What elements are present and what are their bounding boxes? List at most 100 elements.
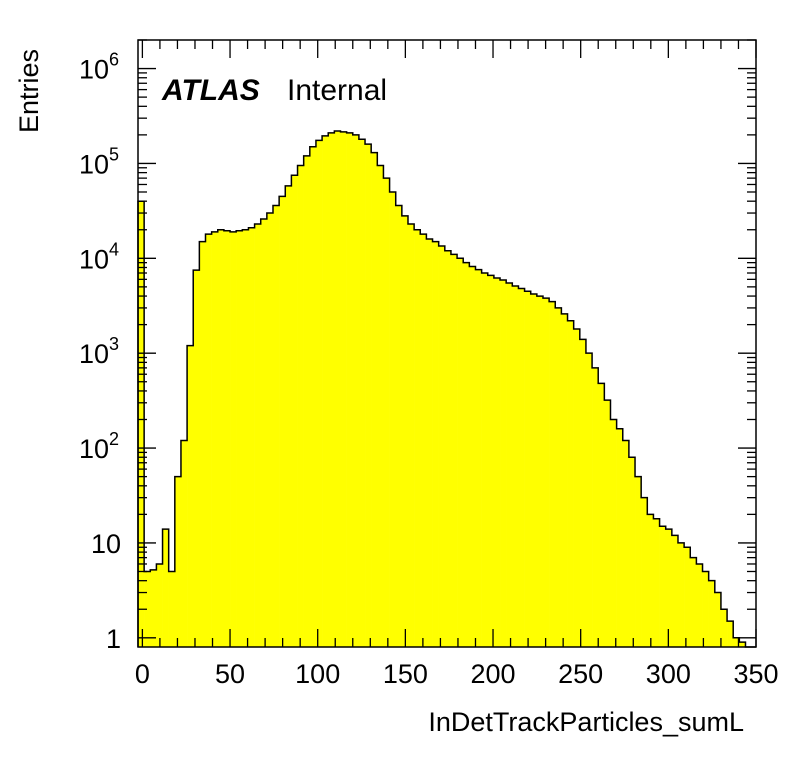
histogram-bin [266,213,274,647]
histogram-bin [450,254,458,648]
x-tick-label: 50 [215,659,245,689]
histogram-bin [598,383,605,647]
histogram-bin [371,152,378,647]
x-tick-label: 350 [733,659,778,689]
histogram-bin [377,165,384,648]
histogram-bin [193,270,200,647]
histogram-bin [647,514,654,647]
histogram-bin [727,621,734,647]
histogram-bin [401,215,409,648]
histogram-bin [653,518,660,647]
histogram-bin [536,296,544,647]
histogram-bin [340,131,347,648]
histogram-bin [138,201,145,647]
histogram-bin [309,146,317,647]
histogram-bin [506,282,513,647]
histogram-bin [671,535,679,647]
histogram-bin [579,339,587,647]
histogram-bin [708,580,716,647]
histogram-bin [383,178,390,648]
histogram-bin [438,245,446,648]
histogram-bin [641,497,648,647]
histogram-bin [358,139,366,647]
histogram-bin [628,457,636,647]
histogram-bin [168,571,176,647]
histogram-bin [549,301,556,647]
y-tick-label: 103 [79,334,119,369]
histogram-bin [463,262,470,647]
x-tick-label: 200 [470,659,515,689]
histogram-bin [174,476,182,647]
histogram-bin [291,175,298,647]
histogram-bin [315,140,323,648]
histogram-bin [714,592,722,647]
atlas-label: ATLAS [161,74,260,107]
x-axis-tick-labels: 0 50 100 150 200 250 300 350 [135,659,779,689]
x-tick-label: 0 [135,659,150,689]
histogram-bin [150,569,157,647]
histogram-bin [530,294,538,647]
histogram-bin [542,298,550,647]
y-tick-label: 106 [79,50,119,85]
y-tick-label: 1 [106,624,121,654]
histogram-bin [346,132,354,648]
histogram-bars [138,130,746,648]
histogram-bin [328,132,335,648]
histogram-bin [236,230,243,647]
y-tick-label: 104 [79,239,119,274]
histogram-bin [610,419,617,647]
histogram-bin [733,637,740,647]
histogram-bin [512,286,519,647]
histogram-bin [199,241,206,647]
histogram-bin [334,130,341,647]
histogram-bin [720,609,728,647]
histogram-bin [279,196,286,647]
histogram-bin [604,400,611,647]
histogram-bin [297,165,304,648]
histogram-bin [702,571,709,647]
x-axis-title: InDetTrackParticles_sumL [428,707,744,737]
histogram-bin [677,542,685,647]
histogram-bin [285,185,292,647]
plot-frame [137,39,757,648]
y-axis-title: Entries [14,49,44,133]
histogram-bin [635,476,642,647]
histogram-outline [137,130,756,648]
histogram-bin [395,205,403,647]
histogram-bin [352,134,360,648]
x-tick-label: 250 [558,659,603,689]
histogram-bin [254,223,262,647]
histogram-bin [420,234,427,647]
histogram-bin [322,135,329,647]
histogram-bin [659,526,667,647]
histogram-bin [481,273,489,647]
y-tick-label: 105 [79,144,119,179]
histogram-bin [475,269,482,647]
histogram-bin [230,231,237,647]
histogram-bin [585,353,593,647]
x-tick-label: 150 [383,659,428,689]
histogram-bin [616,428,624,647]
histogram-bin [567,320,574,647]
histogram-bin [414,229,421,647]
histogram-bin [561,313,568,647]
histogram-bin [500,280,507,647]
histogram-bin [365,144,372,648]
histogram-bin [622,440,630,647]
histogram-bin [180,440,188,647]
histogram-bin [665,529,673,647]
histogram-bin [407,223,415,647]
histogram-bin [223,230,231,647]
histogram-bin [684,547,691,647]
histogram-bin [205,234,212,647]
y-axis-tick-labels: 1 10 102 103 104 105 106 [79,50,121,654]
histogram-bin [389,191,397,647]
x-tick-label: 300 [646,659,691,689]
histogram-bin [211,231,219,647]
histogram-bin [469,266,476,647]
histogram-bin [144,571,151,647]
internal-label: Internal [287,74,387,107]
histogram-bin [426,238,433,647]
y-axis-ticks [138,39,756,639]
